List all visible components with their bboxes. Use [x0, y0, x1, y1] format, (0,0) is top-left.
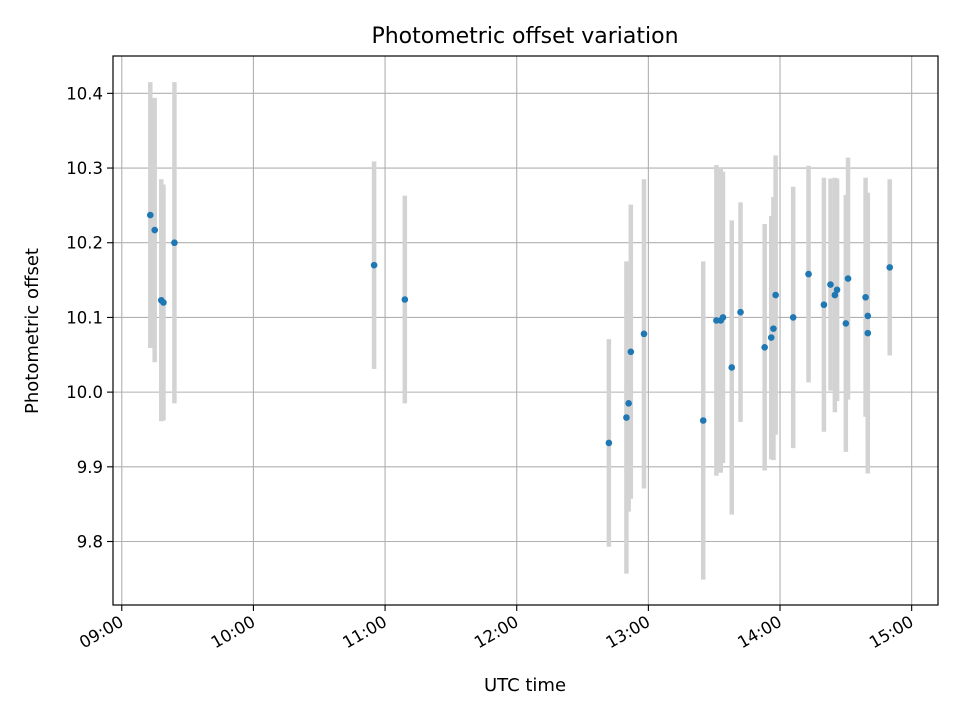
- data-point: [719, 314, 727, 321]
- y-tick-label: 9.9: [77, 458, 103, 477]
- data-point: [820, 301, 828, 309]
- y-tick-label: 10.4: [66, 84, 103, 103]
- data-point: [605, 439, 613, 447]
- data-point: [767, 334, 775, 341]
- y-tick-label: 9.8: [77, 533, 103, 552]
- data-point: [625, 400, 632, 407]
- data-point: [370, 261, 378, 269]
- data-points: [147, 211, 894, 447]
- data-point: [886, 264, 894, 271]
- plot-frame: [112, 55, 939, 606]
- data-point: [844, 275, 852, 282]
- y-tick-label: 10.2: [66, 234, 103, 253]
- data-point: [171, 239, 178, 247]
- grid-lines: [113, 56, 938, 605]
- data-point: [401, 296, 409, 303]
- data-point: [772, 291, 779, 299]
- data-point: [623, 414, 630, 421]
- y-tick-label: 10.0: [66, 383, 103, 402]
- data-point: [805, 270, 812, 278]
- data-point: [699, 417, 707, 424]
- data-point: [862, 293, 869, 301]
- data-point: [627, 348, 635, 356]
- data-point: [842, 320, 850, 327]
- y-axis-ticks: 9.8 9.9 10.0 10.1 10.2 10.3 10.4: [66, 84, 113, 552]
- data-point: [831, 291, 839, 299]
- y-axis-label: Photometric offset: [22, 248, 43, 414]
- data-point: [147, 211, 154, 219]
- chart-title: Photometric offset variation: [371, 24, 678, 49]
- data-point: [640, 330, 648, 338]
- data-point: [151, 226, 158, 234]
- data-point: [864, 312, 872, 320]
- y-tick-label: 10.1: [66, 308, 103, 327]
- x-axis-label: UTC time: [484, 675, 566, 696]
- plot-area: [113, 56, 938, 605]
- data-point: [864, 329, 872, 337]
- data-point: [160, 299, 167, 306]
- data-point: [789, 314, 797, 321]
- data-point: [827, 281, 834, 288]
- data-point: [728, 364, 736, 371]
- data-point: [833, 286, 841, 294]
- y-tick-label: 10.3: [66, 159, 103, 178]
- data-point: [761, 344, 768, 351]
- data-point: [770, 325, 777, 332]
- data-point: [737, 308, 744, 316]
